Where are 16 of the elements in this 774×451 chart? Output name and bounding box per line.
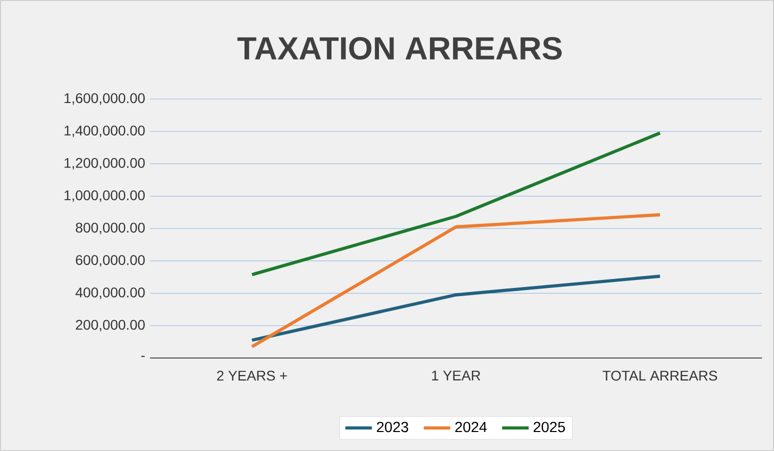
y-tick-label: 400,000.00	[76, 287, 145, 300]
legend-label: 2024	[455, 422, 487, 432]
chart-title: TAXATION ARREARS	[237, 37, 562, 60]
x-tick-label: 2 YEARS +	[217, 370, 287, 381]
y-tick-label: 1,400,000.00	[64, 126, 145, 138]
x-tick-label: 1 YEAR	[432, 370, 480, 380]
y-tick-label: 800,000.00	[76, 222, 145, 234]
y-tick-label: -	[141, 356, 145, 357]
y-tick-label: 1,000,000.00	[64, 190, 145, 202]
legend-label: 2023	[376, 422, 408, 432]
y-tick-label: 1,600,000.00	[64, 93, 145, 105]
x-tick-label: TOTAL ARREARS	[602, 370, 718, 381]
y-tick-label: 600,000.00	[76, 255, 145, 267]
legend-label: 2025	[534, 422, 565, 432]
y-tick-label: 1,200,000.00	[64, 158, 145, 170]
y-tick-label: 200,000.00	[76, 320, 145, 332]
